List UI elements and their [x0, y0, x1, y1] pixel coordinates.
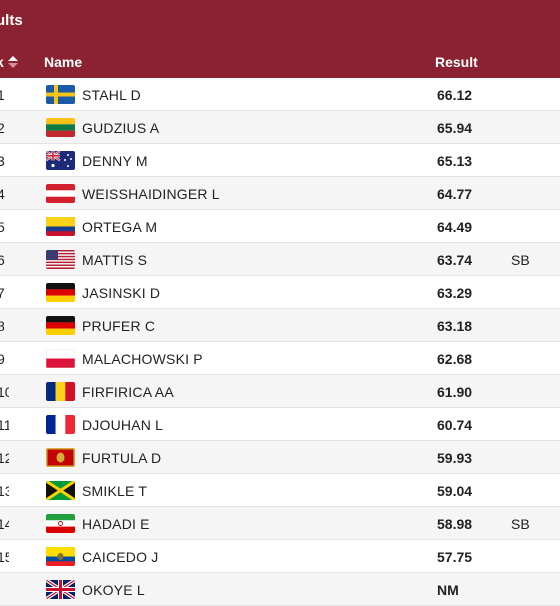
rank-cell: 1	[0, 87, 5, 103]
sort-icon[interactable]	[7, 56, 18, 68]
athlete-name[interactable]: STAHL D	[82, 87, 141, 103]
rank-cell: 6	[0, 252, 5, 268]
name-column-header[interactable]: Name	[44, 54, 83, 70]
result-value: 59.93	[437, 450, 473, 466]
jamaica-flag-icon	[46, 481, 75, 500]
result-value: 62.68	[437, 351, 473, 367]
table-header: k Name Result	[0, 42, 560, 78]
australia-flag-icon	[46, 151, 75, 170]
rank-cell: 15	[0, 549, 9, 565]
result-column-header[interactable]: Result	[435, 54, 478, 70]
colombia-flag-icon	[46, 217, 75, 236]
rank-cell: 8	[0, 318, 5, 334]
result-value: 63.74	[437, 252, 473, 268]
result-value: 61.90	[437, 384, 473, 400]
romania-flag-icon	[46, 382, 75, 401]
rank-cell: 4	[0, 186, 5, 202]
result-value: 65.94	[437, 120, 473, 136]
rank-cell: 14	[0, 516, 9, 532]
table-row[interactable]: 2 GUDZIUS A 65.94	[0, 111, 560, 144]
athlete-name[interactable]: PRUFER C	[82, 318, 156, 334]
athlete-name[interactable]: GUDZIUS A	[82, 120, 160, 136]
rank-cell: 3	[0, 153, 5, 169]
table-row[interactable]: 13 SMIKLE T 59.04	[0, 474, 560, 507]
rank-cell: 10	[0, 384, 9, 400]
table-row[interactable]: OKOYE L NM	[0, 573, 560, 606]
athlete-name[interactable]: WEISSHAIDINGER L	[82, 186, 220, 202]
table-row[interactable]: 12 FURTULA D 59.93	[0, 441, 560, 474]
great-britain-flag-icon	[46, 580, 75, 599]
ecuador-flag-icon	[46, 547, 75, 566]
result-value: 63.18	[437, 318, 473, 334]
table-row[interactable]: 1 STAHL D 66.12	[0, 78, 560, 111]
germany-flag-icon	[46, 316, 75, 335]
athlete-name[interactable]: DJOUHAN L	[82, 417, 164, 433]
result-value: 58.98	[437, 516, 473, 532]
table-row[interactable]: 10 FIRFIRICA AA 61.90	[0, 375, 560, 408]
results-table: 1 STAHL D 66.12 2 GUDZIUS A 65.94 3 DENN…	[0, 78, 560, 606]
germany-flag-icon	[46, 283, 75, 302]
athlete-name[interactable]: FIRFIRICA AA	[82, 384, 174, 400]
table-row[interactable]: 9 MALACHOWSKI P 62.68	[0, 342, 560, 375]
france-flag-icon	[46, 415, 75, 434]
athlete-name[interactable]: JASINSKI D	[82, 285, 161, 301]
result-note: SB	[511, 516, 530, 532]
athlete-name[interactable]: FURTULA D	[82, 450, 162, 466]
austria-flag-icon	[46, 184, 75, 203]
result-value: 64.77	[437, 186, 473, 202]
table-row[interactable]: 14 HADADI E 58.98 SB	[0, 507, 560, 540]
rank-cell: 13	[0, 483, 9, 499]
sweden-flag-icon	[46, 85, 75, 104]
lithuania-flag-icon	[46, 118, 75, 137]
rank-cell: 9	[0, 351, 5, 367]
table-row[interactable]: 4 WEISSHAIDINGER L 64.77	[0, 177, 560, 210]
athlete-name[interactable]: OKOYE L	[82, 582, 145, 598]
rank-cell: 11	[0, 417, 9, 433]
result-value: 65.13	[437, 153, 473, 169]
results-title-bar: ults	[0, 0, 560, 42]
result-note: SB	[511, 252, 530, 268]
results-title: ults	[0, 12, 23, 29]
iran-flag-icon	[46, 514, 75, 533]
table-row[interactable]: 11 DJOUHAN L 60.74	[0, 408, 560, 441]
usa-flag-icon	[46, 250, 75, 269]
athlete-name[interactable]: DENNY M	[82, 153, 148, 169]
result-value: 63.29	[437, 285, 473, 301]
table-row[interactable]: 7 JASINSKI D 63.29	[0, 276, 560, 309]
rank-header-label: k	[0, 54, 4, 70]
table-row[interactable]: 6 MATTIS S 63.74 SB	[0, 243, 560, 276]
result-value: NM	[437, 582, 459, 598]
rank-cell: 7	[0, 285, 5, 301]
table-row[interactable]: 3 DENNY M 65.13	[0, 144, 560, 177]
result-value: 60.74	[437, 417, 473, 433]
rank-cell: 12	[0, 450, 9, 466]
montenegro-flag-icon	[46, 448, 75, 467]
table-row[interactable]: 8 PRUFER C 63.18	[0, 309, 560, 342]
athlete-name[interactable]: HADADI E	[82, 516, 150, 532]
athlete-name[interactable]: ORTEGA M	[82, 219, 158, 235]
athlete-name[interactable]: MATTIS S	[82, 252, 148, 268]
athlete-name[interactable]: SMIKLE T	[82, 483, 148, 499]
rank-column-header[interactable]: k	[0, 54, 18, 70]
result-value: 64.49	[437, 219, 473, 235]
rank-cell: 2	[0, 120, 5, 136]
result-value: 57.75	[437, 549, 473, 565]
poland-flag-icon	[46, 349, 75, 368]
result-value: 59.04	[437, 483, 473, 499]
table-row[interactable]: 5 ORTEGA M 64.49	[0, 210, 560, 243]
athlete-name[interactable]: MALACHOWSKI P	[82, 351, 203, 367]
rank-cell: 5	[0, 219, 5, 235]
athlete-name[interactable]: CAICEDO J	[82, 549, 159, 565]
result-value: 66.12	[437, 87, 473, 103]
table-row[interactable]: 15 CAICEDO J 57.75	[0, 540, 560, 573]
